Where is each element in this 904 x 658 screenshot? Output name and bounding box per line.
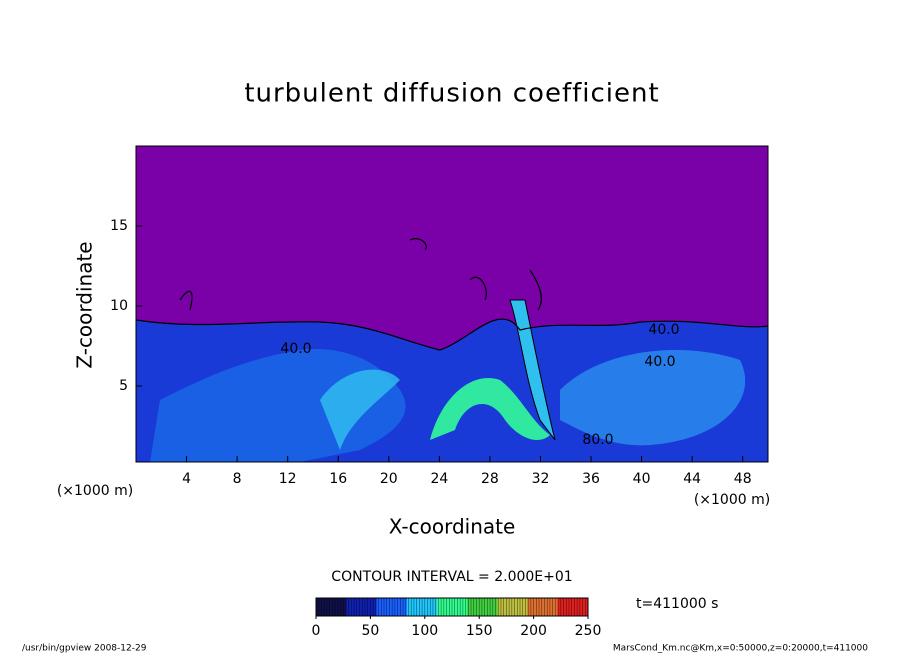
y-axis-label: Z-coordinate <box>73 241 97 368</box>
x-tick-label: 4 <box>182 471 191 487</box>
x-axis-label: X-coordinate <box>389 515 516 539</box>
field-region <box>509 299 556 441</box>
x-tick-label: 12 <box>279 471 297 487</box>
contour-label: 80.0 <box>582 432 613 448</box>
colorbar-swatch <box>557 598 589 616</box>
contour-line <box>179 238 542 311</box>
time-label: t=411000 s <box>636 596 718 612</box>
chart-title: turbulent diffusion coefficient <box>244 79 659 109</box>
field-region <box>320 369 400 450</box>
colorbar-tick-label: 0 <box>312 623 321 639</box>
field-region <box>560 350 746 446</box>
contour-label: 40.0 <box>644 354 675 370</box>
colorbar-tick-label: 150 <box>466 623 493 639</box>
x-unit: (×1000 m) <box>694 492 770 508</box>
y-tick-label: 15 <box>110 218 128 234</box>
colorbar-swatch <box>497 598 529 616</box>
y-tick-label: 10 <box>110 298 128 314</box>
x-tick-label: 24 <box>430 471 448 487</box>
y-tick-label: 5 <box>119 378 128 394</box>
colorbar-tick-label: 100 <box>411 623 438 639</box>
x-tick-label: 32 <box>532 471 550 487</box>
x-tick-label: 20 <box>380 471 398 487</box>
colorbar-swatch <box>316 598 347 616</box>
colorbar-swatch <box>467 598 498 616</box>
colorbar-tick-label: 200 <box>520 623 547 639</box>
x-tick-label: 16 <box>329 471 347 487</box>
colorbar-tick-label: 250 <box>575 623 602 639</box>
x-tick-label: 40 <box>633 471 651 487</box>
contour-line <box>136 318 768 351</box>
x-tick-label: 48 <box>734 471 752 487</box>
footer-left: /usr/bin/gpview 2008-12-29 <box>22 644 147 654</box>
colorbar-swatch <box>346 598 377 616</box>
footer-right: MarsCond_Km.nc@Km,x=0:50000,z=0:20000,t=… <box>613 644 868 654</box>
field <box>136 146 768 462</box>
colorbar-tick-label: 50 <box>361 623 379 639</box>
contour-interval: CONTOUR INTERVAL = 2.000E+01 <box>331 569 572 585</box>
y-unit: (×1000 m) <box>57 483 133 499</box>
colorbar-swatch <box>527 598 559 616</box>
x-tick-label: 8 <box>233 471 242 487</box>
colorbar-frame <box>315 597 589 617</box>
plot-frame <box>135 145 769 463</box>
x-tick-label: 28 <box>481 471 499 487</box>
x-tick-label: 36 <box>582 471 600 487</box>
contour-label: 40.0 <box>280 341 311 357</box>
contour-label: 40.0 <box>648 322 679 338</box>
x-tick-label: 44 <box>683 471 701 487</box>
field-region <box>430 378 550 440</box>
